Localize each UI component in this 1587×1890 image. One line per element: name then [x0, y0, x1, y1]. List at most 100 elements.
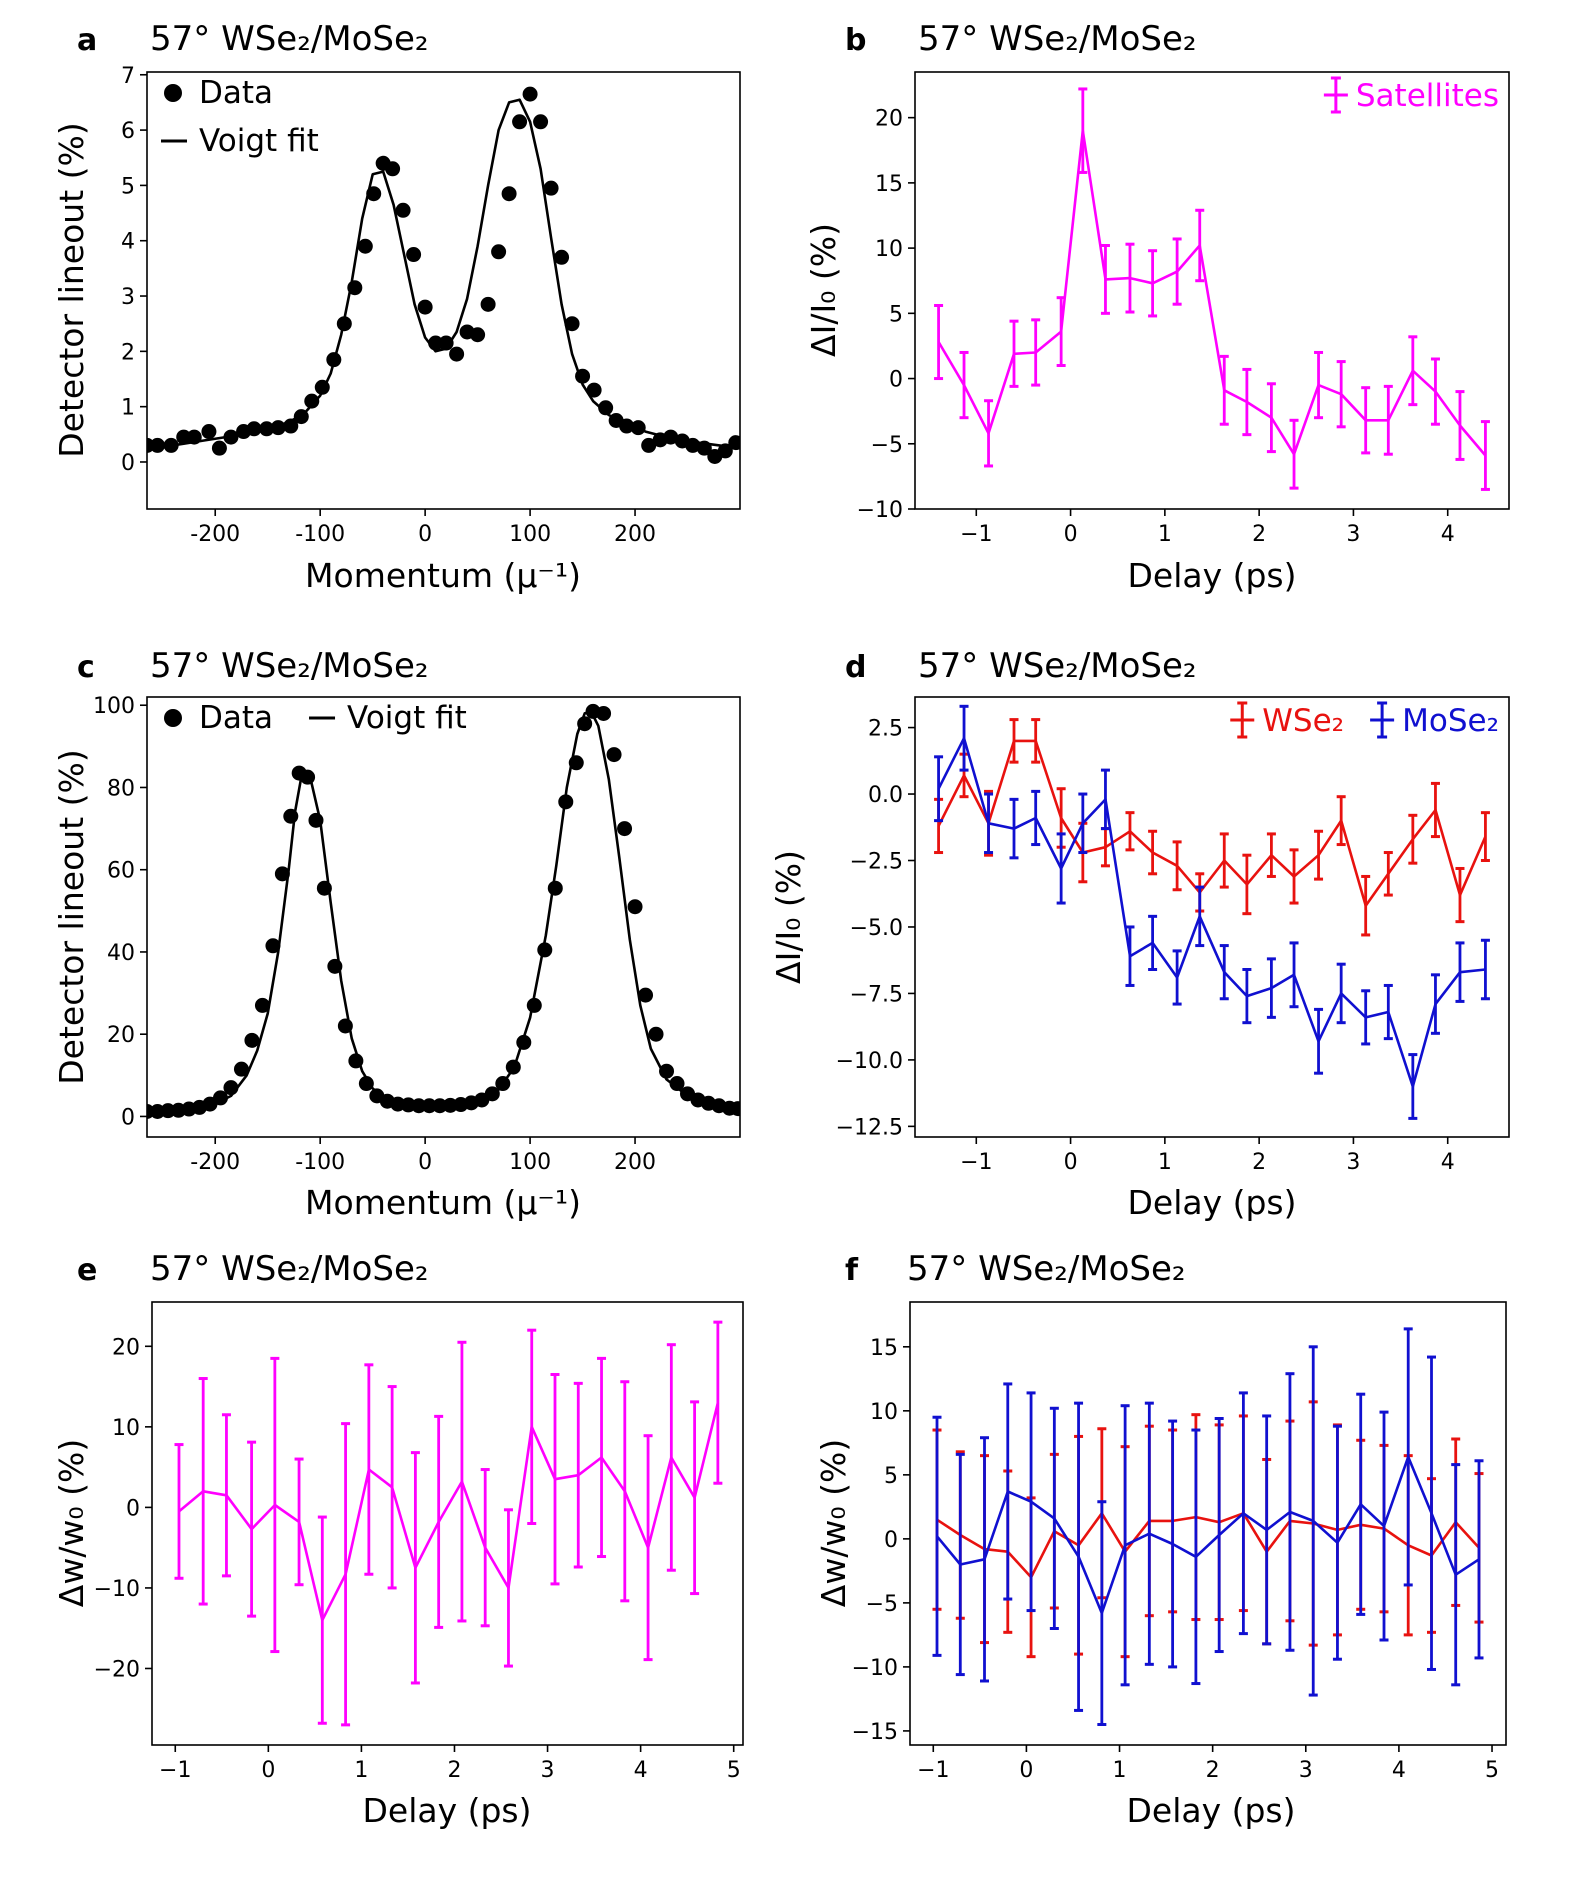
y-tick-label: 5 — [121, 174, 135, 199]
data-point — [385, 161, 401, 177]
y-axis-label-e: Δw/w₀ (%) — [52, 1439, 91, 1608]
error-bar — [1383, 851, 1393, 897]
data-point — [617, 821, 633, 837]
data-point — [501, 186, 517, 202]
error-bar — [1383, 384, 1393, 456]
data-point — [406, 247, 422, 263]
error-bar — [1148, 829, 1158, 876]
legend-label: Voigt fit — [199, 123, 319, 159]
error-bar — [1361, 386, 1371, 455]
error-bar — [247, 1440, 257, 1618]
error-bar — [1009, 319, 1019, 388]
data-point — [491, 244, 507, 260]
x-tick-label: 0 — [418, 522, 432, 547]
x-tick-label: 1 — [1158, 1150, 1172, 1175]
error-bar — [573, 1381, 583, 1569]
x-tick-label: 2 — [447, 1758, 461, 1783]
error-bar — [1455, 941, 1465, 1003]
x-tick-label: 3 — [1299, 1758, 1313, 1783]
x-axis-label-c: Momentum (µ⁻¹) — [305, 1183, 581, 1222]
legend-label: WSe₂ — [1262, 703, 1344, 739]
data-point — [606, 747, 622, 763]
error-bar — [955, 1452, 965, 1677]
x-axis-label-b: Delay (ps) — [1127, 556, 1296, 595]
y-tick-label: 60 — [107, 859, 135, 884]
error-bar — [1172, 237, 1182, 306]
error-bar — [174, 1443, 184, 1580]
error-bar — [980, 1436, 989, 1683]
series-wse-f — [932, 1400, 1484, 1659]
y-tick-label: 0 — [126, 1496, 140, 1521]
x-tick-label: 0 — [1064, 1150, 1078, 1175]
y-tick-label: 20 — [107, 1023, 135, 1048]
legend-label: MoSe₂ — [1402, 703, 1499, 739]
x-axis-label-a: Momentum (µ⁻¹) — [305, 556, 581, 595]
error-bar — [1003, 1382, 1013, 1601]
axes-frame-d — [914, 696, 1510, 1138]
error-bar — [1455, 866, 1465, 924]
y-axis-label-c: Detector lineout (%) — [52, 749, 91, 1084]
x-tick-label: 2 — [1252, 1150, 1266, 1175]
plot-area-c: -200 -100 0 100 200 0 20 40 60 80 100 Data Voigt fit — [93, 694, 740, 1175]
panel-letter-e: e — [77, 1253, 97, 1288]
x-tick-label: 4 — [634, 1758, 648, 1783]
error-bar — [1148, 914, 1158, 972]
y-axis-label-d: ΔI/I₀ (%) — [769, 850, 808, 984]
error-bar — [1266, 382, 1276, 454]
y-tick-label: 0 — [889, 368, 903, 393]
error-bar — [1430, 973, 1440, 1035]
series-voigtfit-a — [147, 98, 740, 452]
series-wse-d — [934, 718, 1490, 937]
plot-area-a: -200 -100 0 100 200 0 1 2 3 4 5 6 7 Data Voigt fit — [121, 64, 740, 547]
y-tick-label: −12.5 — [836, 1115, 903, 1140]
series-group — [147, 86, 740, 464]
data-point — [598, 400, 614, 416]
error-bar — [1262, 1414, 1272, 1646]
y-tick-label: 20 — [112, 1335, 140, 1360]
error-bar — [1056, 832, 1066, 905]
series-mose-f — [932, 1327, 1484, 1727]
data-point — [543, 180, 559, 196]
y-tick-label: 20 — [875, 107, 903, 132]
x-tick-label: 1 — [1158, 522, 1172, 547]
error-bar — [597, 1356, 607, 1559]
data-point — [212, 1090, 228, 1106]
y-tick-label: 3 — [121, 285, 135, 310]
error-bar — [1009, 718, 1019, 764]
panel-a: a 57° WSe₂/MoSe₂ -200 -100 0 100 200 0 1 2 3 4 5 6 7… — [52, 19, 741, 595]
data-point — [512, 114, 528, 130]
error-bar — [503, 1508, 513, 1668]
error-bar — [387, 1385, 397, 1590]
y-tick-label: 5 — [884, 1464, 898, 1489]
error-bar — [198, 1377, 208, 1606]
x-tick-label: 2 — [1206, 1758, 1220, 1783]
error-bar — [1289, 418, 1299, 490]
axes-frame-a — [146, 71, 741, 510]
error-bar — [1336, 962, 1346, 1025]
x-tick-label: -200 — [190, 1150, 240, 1175]
x-tick-label: −1 — [960, 522, 992, 547]
x-tick-label: -100 — [295, 522, 345, 547]
data-point — [201, 424, 217, 440]
x-tick-label: 5 — [1485, 1758, 1499, 1783]
data-point — [641, 437, 657, 453]
error-bar — [1379, 1410, 1389, 1642]
error-bar — [1078, 792, 1088, 855]
data-point — [470, 327, 486, 343]
legend-b: Satellites — [1323, 76, 1499, 114]
error-bar — [1480, 420, 1490, 491]
error-bar — [1026, 1391, 1036, 1613]
y-tick-label: 0 — [884, 1528, 898, 1553]
series-line — [178, 1402, 720, 1622]
y-tick-label: −10 — [857, 498, 903, 523]
x-tick-label: -200 — [190, 522, 240, 547]
series-data-a — [147, 86, 740, 464]
y-tick-label: −10.0 — [836, 1049, 903, 1074]
error-bar — [294, 1457, 304, 1587]
error-bar — [643, 1434, 653, 1662]
error-bar — [1049, 1406, 1059, 1630]
data-point — [596, 705, 612, 721]
